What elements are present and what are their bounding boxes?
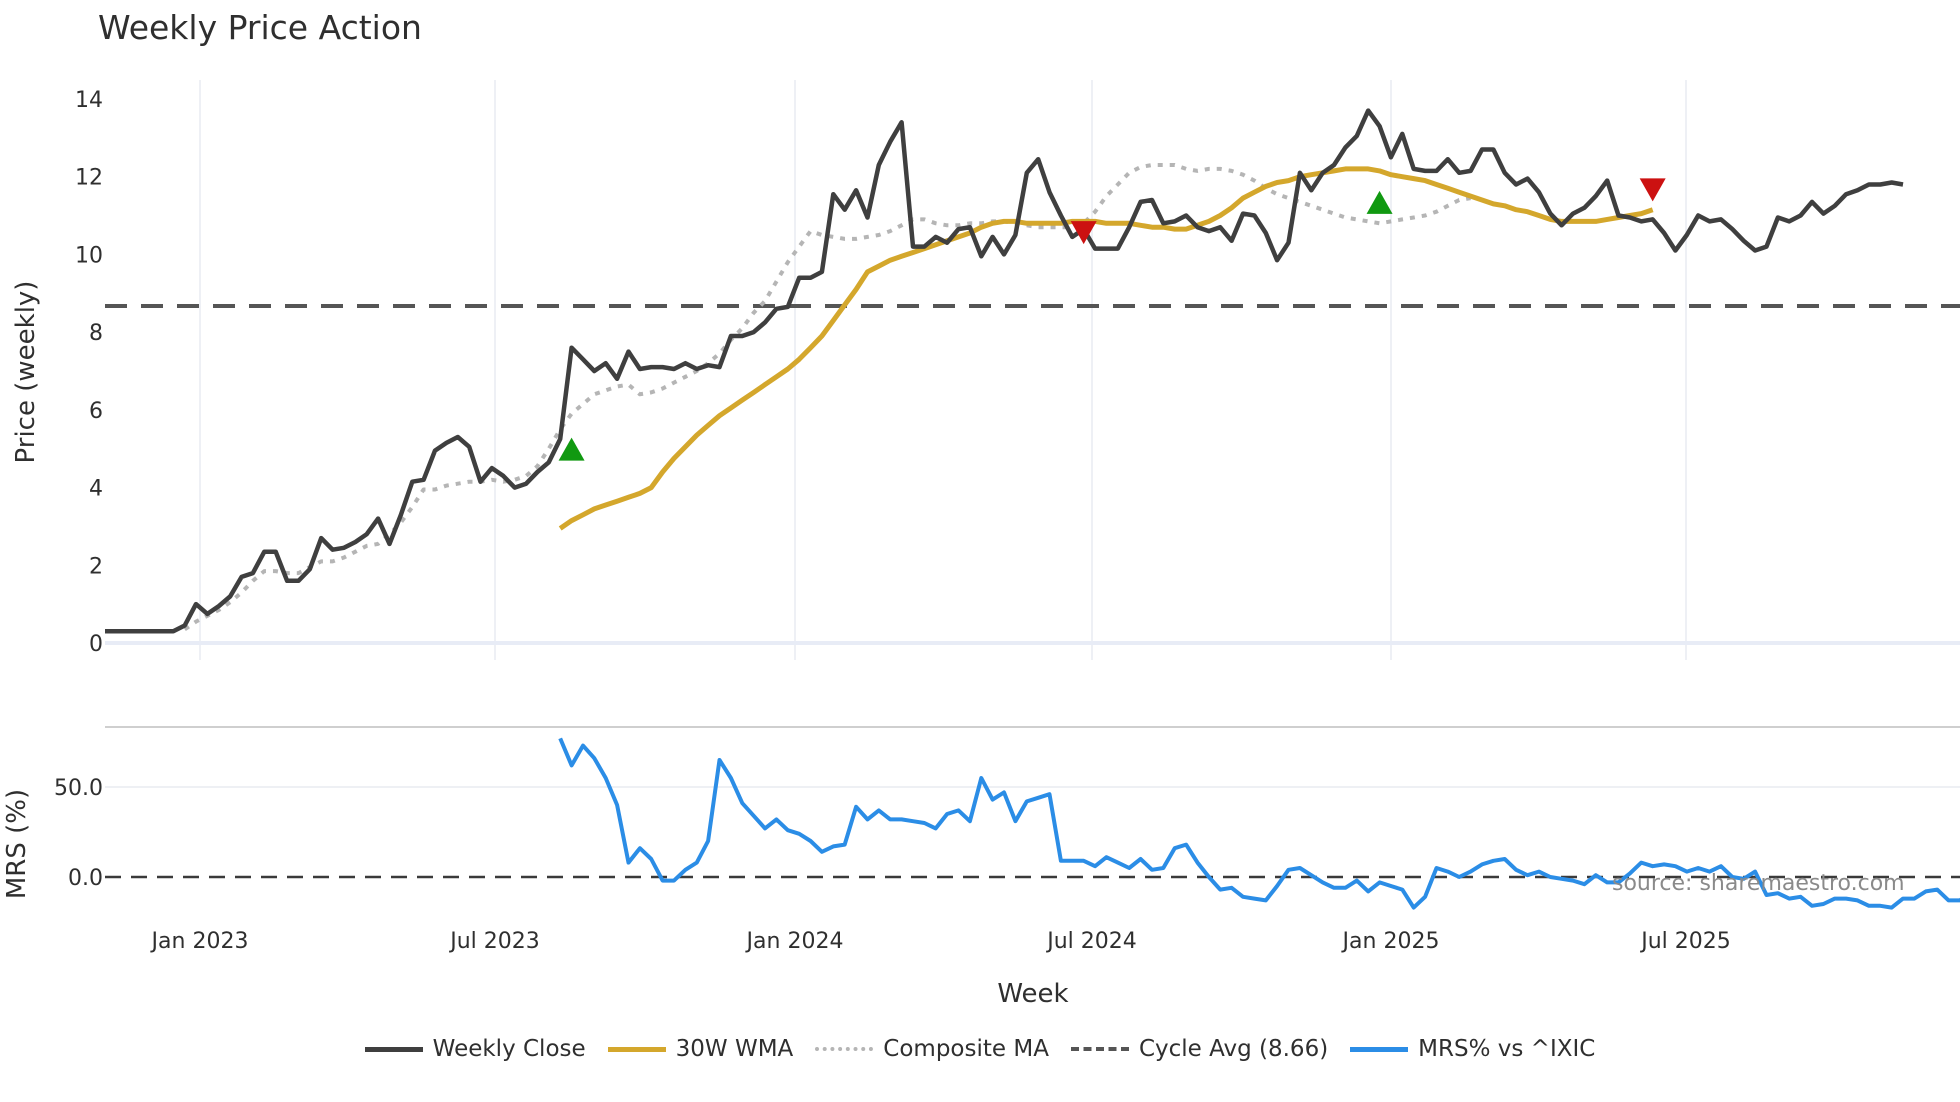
legend-item-weekly-close[interactable]: Weekly Close bbox=[364, 1036, 586, 1062]
signal-markers bbox=[558, 178, 1666, 461]
legend-label: MRS% vs ^IXIC bbox=[1418, 1036, 1596, 1062]
svg-text:14: 14 bbox=[75, 88, 103, 113]
x-axis-ticks: Jan 2023 Jul 2023 Jan 2024 Jul 2024 Jan 2025… bbox=[150, 929, 1731, 954]
svg-text:Jul 2023: Jul 2023 bbox=[448, 929, 540, 954]
legend-label: 30W WMA bbox=[675, 1036, 794, 1062]
price-y-axis-title: Price (weekly) bbox=[11, 281, 41, 464]
legend-item-composite-ma[interactable]: Composite MA bbox=[815, 1036, 1049, 1062]
dashed-line-icon bbox=[1070, 1047, 1129, 1051]
solid-line-icon bbox=[607, 1046, 666, 1052]
svg-text:0.0: 0.0 bbox=[68, 866, 103, 891]
svg-text:50.0: 50.0 bbox=[54, 776, 103, 801]
legend-item-30w-wma[interactable]: 30W WMA bbox=[607, 1036, 794, 1062]
gridlines bbox=[199, 80, 1687, 660]
svg-text:10: 10 bbox=[75, 243, 103, 268]
svg-text:Jan 2024: Jan 2024 bbox=[745, 929, 844, 954]
source-watermark: source: sharemaestro.com bbox=[1612, 871, 1905, 896]
svg-text:Jan 2023: Jan 2023 bbox=[150, 929, 249, 954]
legend-label: Composite MA bbox=[883, 1036, 1049, 1062]
mrs-y-axis-title: MRS (%) bbox=[2, 789, 32, 899]
legend-item-mrs[interactable]: MRS% vs ^IXIC bbox=[1350, 1036, 1595, 1062]
svg-text:Jan 2025: Jan 2025 bbox=[1341, 929, 1440, 954]
legend-label: Weekly Close bbox=[432, 1036, 586, 1062]
chart-title: Weekly Price Action bbox=[98, 8, 422, 47]
legend-label: Cycle Avg (8.66) bbox=[1138, 1036, 1329, 1062]
svg-text:12: 12 bbox=[75, 166, 103, 191]
svg-text:Jul 2024: Jul 2024 bbox=[1045, 929, 1137, 954]
svg-text:4: 4 bbox=[89, 477, 103, 502]
mrs-y-ticks: 0.0 50.0 bbox=[54, 776, 103, 891]
price-y-ticks: 0 2 4 6 8 10 12 14 bbox=[75, 88, 103, 657]
legend: Weekly Close 30W WMA Composite MA Cycle … bbox=[0, 1036, 1960, 1062]
solid-line-icon bbox=[364, 1046, 423, 1052]
series-lines bbox=[105, 108, 1960, 910]
svg-text:8: 8 bbox=[89, 321, 103, 346]
svg-text:0: 0 bbox=[89, 632, 103, 657]
solid-line-icon bbox=[1350, 1046, 1409, 1052]
legend-item-cycle-avg[interactable]: Cycle Avg (8.66) bbox=[1070, 1036, 1329, 1062]
svg-text:6: 6 bbox=[89, 399, 103, 424]
svg-text:2: 2 bbox=[89, 554, 103, 579]
dotted-line-icon bbox=[815, 1047, 874, 1051]
svg-text:Jul 2025: Jul 2025 bbox=[1639, 929, 1731, 954]
x-axis-title: Week bbox=[997, 979, 1068, 1009]
